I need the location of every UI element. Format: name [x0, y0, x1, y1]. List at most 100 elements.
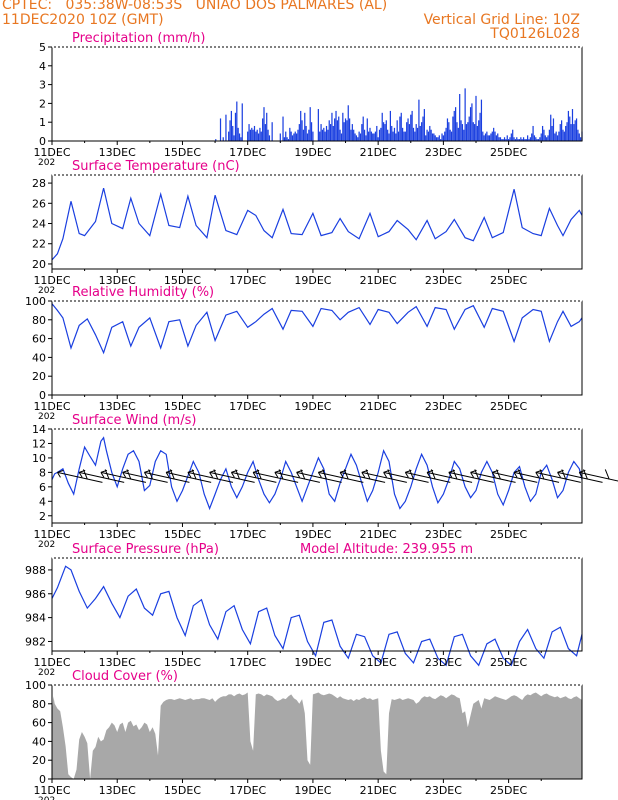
precip-bar	[419, 125, 421, 141]
precip-bar	[433, 133, 435, 141]
precip-bar	[310, 122, 313, 141]
x-tick-label: 23DEC	[425, 784, 462, 797]
x-tick-label: 21DEC	[360, 528, 397, 541]
precip-bar	[569, 116, 571, 141]
precip-bar	[378, 129, 381, 141]
x-tick-label: 23DEC	[425, 274, 462, 287]
y-tick-label: 0	[39, 773, 46, 786]
precip-bar	[548, 129, 550, 141]
precip-bar	[522, 137, 525, 141]
y-tick-label: 60	[32, 333, 46, 346]
precip-bar	[529, 137, 531, 141]
precip-bar	[486, 131, 488, 141]
precip-bar	[531, 133, 533, 141]
precip-bar	[461, 124, 464, 141]
precip-bar	[571, 109, 574, 141]
y-tick-label: 22	[32, 238, 46, 251]
x-tick-label: 19DEC	[294, 656, 331, 669]
precip-bar	[551, 125, 553, 141]
precip-bar	[408, 124, 411, 141]
precip-bar	[347, 105, 349, 141]
precip-bar	[361, 124, 363, 141]
precip-bar	[535, 137, 537, 141]
wind-barb-shaft	[361, 471, 407, 483]
precip-bar	[546, 137, 548, 141]
wind-barb-shaft	[339, 471, 386, 483]
precip-bar	[395, 133, 397, 141]
precip-bar	[309, 107, 311, 141]
precip-bar	[324, 131, 326, 141]
wind-barb	[122, 469, 168, 483]
precip-bar	[484, 133, 487, 141]
precip-bar	[355, 135, 358, 141]
precip-bar	[338, 116, 340, 141]
precip-bar	[554, 133, 556, 141]
precip-bar	[455, 107, 457, 141]
precip-bar	[521, 139, 523, 141]
precip-bar	[430, 129, 432, 141]
precip-bar	[376, 125, 378, 141]
y-tick-label: 40	[32, 351, 46, 364]
wind-barb-head	[209, 469, 216, 478]
precip-bar	[503, 137, 506, 141]
precip-bar	[450, 131, 453, 141]
precip-bar	[392, 131, 394, 141]
x-year-fragment: 202	[38, 540, 55, 550]
wind-barb-head	[187, 469, 195, 478]
wind-barb-head	[143, 469, 151, 478]
precip-bar	[268, 135, 271, 141]
precip-bar	[329, 124, 332, 141]
precip-bar	[234, 112, 237, 141]
y-tick-label: 982	[25, 635, 46, 648]
precip-bar	[257, 133, 260, 141]
precip-bar	[372, 133, 374, 141]
precip-bar	[416, 127, 419, 141]
series-line-2	[51, 303, 583, 355]
panel-3	[48, 428, 618, 527]
wind-barb-head	[470, 469, 477, 478]
precip-bar	[431, 133, 434, 141]
precip-bar	[293, 133, 295, 141]
wind-barb-shaft	[557, 471, 603, 483]
precip-bar	[366, 118, 368, 141]
precip-bar	[327, 129, 329, 141]
wind-barb-head	[491, 469, 499, 478]
series-line-4	[51, 565, 583, 667]
precip-bar	[574, 120, 576, 141]
y-tick-label: 0	[39, 135, 46, 148]
precip-bar	[305, 125, 307, 141]
precip-bar	[321, 129, 324, 141]
wind-barb-flag	[604, 469, 610, 480]
panel-title-1: Surface Temperature (nC)	[72, 159, 240, 174]
precip-bar	[358, 131, 360, 141]
x-tick-label: 11DEC	[33, 528, 70, 541]
precip-bar	[271, 122, 273, 141]
precip-bar	[377, 137, 379, 141]
wind-barb-shaft	[405, 471, 451, 483]
precip-bar	[459, 94, 461, 141]
precip-bar	[248, 124, 250, 141]
precip-bar	[480, 99, 483, 141]
precip-bar	[397, 131, 400, 141]
wind-barb-shaft	[513, 471, 560, 483]
wind-barb-shaft	[144, 471, 190, 483]
x-tick-label: 19DEC	[294, 400, 331, 413]
precip-bar	[374, 131, 377, 141]
precip-bar	[460, 120, 462, 141]
y-tick-label: 26	[32, 197, 46, 210]
precip-bar	[287, 139, 290, 141]
precip-bar	[308, 129, 310, 141]
precip-bar	[251, 127, 253, 141]
header-grid-line-note: Vertical Grid Line: 10Z	[423, 12, 580, 28]
precip-bar	[381, 112, 383, 141]
precip-bar	[471, 103, 473, 141]
wind-barb	[361, 469, 407, 483]
x-tick-label: 13DEC	[99, 528, 136, 541]
precip-bar	[396, 120, 398, 141]
wind-barb-shaft	[274, 471, 320, 483]
precip-bar	[328, 120, 330, 141]
precip-bar	[478, 120, 480, 141]
precip-bar	[297, 129, 299, 141]
precip-bar	[370, 131, 372, 141]
